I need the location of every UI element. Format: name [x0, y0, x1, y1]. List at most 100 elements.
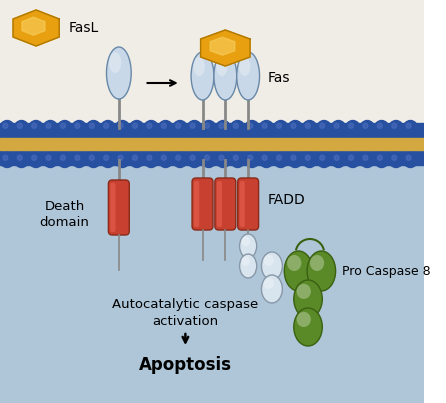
- Circle shape: [158, 120, 173, 135]
- FancyBboxPatch shape: [192, 178, 213, 230]
- Text: Death
domain: Death domain: [40, 201, 90, 229]
- Circle shape: [377, 155, 382, 160]
- Circle shape: [392, 123, 397, 129]
- Circle shape: [331, 120, 346, 135]
- Circle shape: [161, 155, 166, 160]
- Circle shape: [360, 152, 374, 168]
- Text: Pro Caspase 8: Pro Caspase 8: [342, 264, 431, 278]
- Circle shape: [205, 155, 210, 160]
- Circle shape: [274, 120, 288, 135]
- Ellipse shape: [261, 275, 282, 303]
- Circle shape: [231, 152, 245, 168]
- Ellipse shape: [107, 47, 131, 99]
- Circle shape: [306, 155, 310, 160]
- Circle shape: [363, 155, 368, 160]
- FancyBboxPatch shape: [194, 181, 199, 227]
- Text: FADD: FADD: [268, 193, 306, 207]
- Polygon shape: [13, 10, 59, 46]
- Circle shape: [0, 120, 14, 135]
- Ellipse shape: [297, 284, 311, 299]
- Circle shape: [3, 123, 8, 129]
- Circle shape: [14, 120, 29, 135]
- Circle shape: [302, 120, 317, 135]
- Circle shape: [331, 152, 346, 168]
- Ellipse shape: [287, 255, 301, 271]
- Circle shape: [58, 120, 72, 135]
- Circle shape: [101, 120, 115, 135]
- Circle shape: [130, 152, 144, 168]
- Circle shape: [0, 152, 14, 168]
- Circle shape: [58, 152, 72, 168]
- Circle shape: [248, 155, 253, 160]
- Circle shape: [103, 155, 109, 160]
- Circle shape: [245, 120, 259, 135]
- Circle shape: [216, 152, 230, 168]
- Circle shape: [375, 120, 389, 135]
- Ellipse shape: [109, 52, 121, 73]
- Circle shape: [161, 123, 166, 129]
- Circle shape: [187, 152, 202, 168]
- Ellipse shape: [264, 278, 274, 289]
- Circle shape: [231, 120, 245, 135]
- Polygon shape: [22, 17, 45, 35]
- Circle shape: [302, 152, 317, 168]
- Circle shape: [392, 155, 397, 160]
- FancyBboxPatch shape: [110, 183, 116, 232]
- Circle shape: [377, 123, 382, 129]
- Circle shape: [219, 123, 224, 129]
- Circle shape: [144, 120, 158, 135]
- Bar: [0, 138, 424, 150]
- Circle shape: [363, 123, 368, 129]
- Circle shape: [46, 123, 51, 129]
- Circle shape: [317, 152, 331, 168]
- Circle shape: [32, 123, 37, 129]
- Circle shape: [202, 152, 216, 168]
- Circle shape: [348, 155, 354, 160]
- Circle shape: [173, 120, 187, 135]
- Circle shape: [259, 152, 273, 168]
- Circle shape: [403, 152, 417, 168]
- Circle shape: [277, 123, 281, 129]
- Circle shape: [72, 120, 86, 135]
- Circle shape: [173, 152, 187, 168]
- Circle shape: [205, 123, 210, 129]
- Circle shape: [115, 152, 129, 168]
- Circle shape: [176, 155, 181, 160]
- Text: Apoptosis: Apoptosis: [139, 356, 232, 374]
- Circle shape: [216, 120, 230, 135]
- Circle shape: [17, 155, 22, 160]
- Circle shape: [72, 152, 86, 168]
- Bar: [0, 123, 424, 165]
- Circle shape: [75, 155, 80, 160]
- Circle shape: [389, 152, 403, 168]
- Circle shape: [115, 120, 129, 135]
- Ellipse shape: [241, 237, 250, 246]
- Circle shape: [274, 152, 288, 168]
- Ellipse shape: [264, 255, 274, 266]
- Circle shape: [403, 120, 417, 135]
- Ellipse shape: [261, 252, 282, 280]
- Text: FasL: FasL: [68, 21, 99, 35]
- Circle shape: [202, 120, 216, 135]
- Circle shape: [346, 152, 360, 168]
- Circle shape: [262, 123, 267, 129]
- Ellipse shape: [240, 254, 257, 278]
- Ellipse shape: [194, 57, 205, 76]
- Circle shape: [46, 155, 51, 160]
- Circle shape: [320, 155, 325, 160]
- Circle shape: [334, 155, 339, 160]
- Circle shape: [317, 120, 331, 135]
- Circle shape: [147, 123, 152, 129]
- Circle shape: [118, 155, 123, 160]
- Circle shape: [291, 155, 296, 160]
- Circle shape: [87, 120, 101, 135]
- Circle shape: [144, 152, 158, 168]
- Ellipse shape: [294, 280, 322, 318]
- Circle shape: [147, 155, 152, 160]
- Circle shape: [158, 152, 173, 168]
- Circle shape: [32, 155, 37, 160]
- Bar: [0, 0, 424, 143]
- Circle shape: [132, 123, 137, 129]
- Circle shape: [277, 155, 281, 160]
- Circle shape: [406, 155, 411, 160]
